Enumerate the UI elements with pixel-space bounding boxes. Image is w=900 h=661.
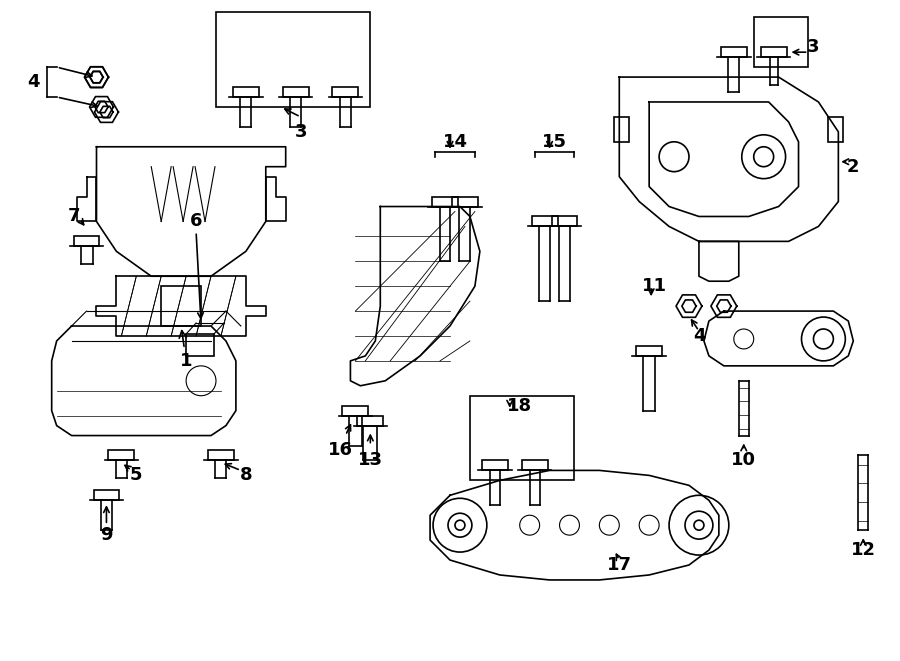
Text: 5: 5 [130,467,142,485]
Text: 11: 11 [642,277,667,295]
Text: 9: 9 [100,526,112,544]
Text: 6: 6 [190,212,203,231]
Text: 10: 10 [732,451,756,469]
Bar [615,117,629,142]
Text: 3: 3 [807,38,820,56]
Text: 4: 4 [693,327,706,345]
Text: 3: 3 [294,123,307,141]
Bar [161,286,201,326]
Text: 12: 12 [850,541,876,559]
Text: 17: 17 [607,556,632,574]
Text: 7: 7 [68,208,80,225]
Text: 4: 4 [28,73,40,91]
Bar [216,13,370,107]
Bar [470,396,574,481]
Text: 14: 14 [443,133,467,151]
Text: 15: 15 [542,133,567,151]
Text: 8: 8 [239,467,252,485]
Bar [753,17,808,67]
Bar [828,117,843,142]
Text: 1: 1 [179,330,193,370]
Text: 16: 16 [328,442,353,459]
Bar [186,334,214,356]
Text: 18: 18 [507,397,532,414]
Text: 13: 13 [358,451,382,469]
Text: 2: 2 [847,158,860,176]
